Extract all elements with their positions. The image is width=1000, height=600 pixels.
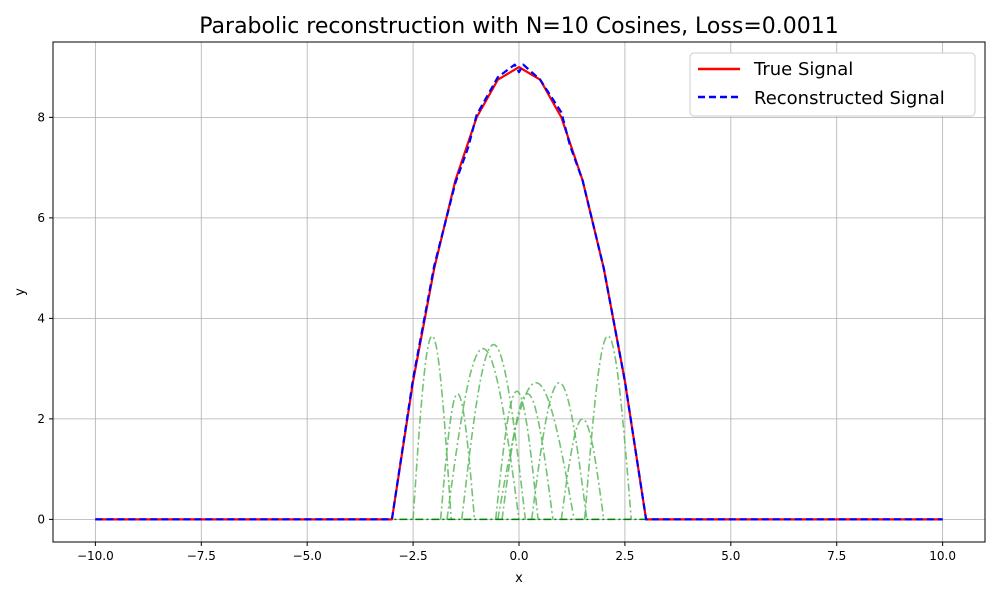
- ticks: −10.0 −7.5 −5.0 −2.5 0.0 2.5 5.0 7.5 10.0 0 2 4 6 8: [37, 110, 956, 563]
- x-tick-label: −10.0: [77, 549, 114, 563]
- x-tick-label: 10.0: [929, 549, 956, 563]
- plot-area: [95, 63, 943, 521]
- x-tick-label: −5.0: [293, 549, 322, 563]
- component-curve: [497, 381, 575, 520]
- y-tick-label: 8: [37, 110, 45, 124]
- x-tick-label: −7.5: [187, 549, 216, 563]
- component-curve: [530, 381, 588, 520]
- x-tick-label: 5.0: [721, 549, 740, 563]
- component-curve: [439, 392, 476, 520]
- x-axis-label: x: [515, 571, 523, 586]
- y-tick-label: 6: [37, 211, 45, 225]
- y-tick-label: 2: [37, 412, 45, 426]
- component-curve: [583, 335, 633, 520]
- x-tick-label: 2.5: [615, 549, 634, 563]
- chart-title: Parabolic reconstruction with N=10 Cosin…: [199, 14, 838, 39]
- component-curve: [412, 335, 453, 520]
- x-tick-label: −2.5: [399, 549, 428, 563]
- series-line-1: [95, 63, 943, 521]
- component-curve: [501, 392, 554, 520]
- legend-box: [689, 52, 976, 117]
- component-curve: [494, 390, 539, 520]
- legend-label-true-signal: True Signal: [753, 59, 853, 80]
- y-tick-label: 0: [37, 512, 45, 526]
- y-axis-label: y: [13, 288, 28, 296]
- legend-label-reconstructed-signal: Reconstructed Signal: [754, 88, 945, 109]
- component-curve: [446, 347, 520, 520]
- legend: True Signal Reconstructed Signal: [689, 52, 976, 117]
- y-tick-label: 4: [37, 311, 45, 325]
- x-tick-label: 7.5: [827, 549, 846, 563]
- x-tick-label: 0.0: [509, 549, 528, 563]
- component-curve: [560, 418, 605, 520]
- component-curve: [461, 343, 527, 520]
